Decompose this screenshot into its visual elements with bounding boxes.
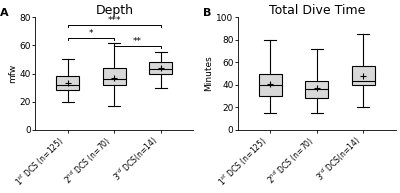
- PathPatch shape: [305, 81, 328, 98]
- PathPatch shape: [149, 62, 172, 74]
- Text: ***: ***: [108, 16, 121, 25]
- Y-axis label: mfw: mfw: [8, 64, 17, 83]
- Title: Depth: Depth: [95, 4, 133, 17]
- Text: A: A: [0, 8, 9, 18]
- Title: Total Dive Time: Total Dive Time: [268, 4, 365, 17]
- PathPatch shape: [103, 68, 126, 85]
- PathPatch shape: [258, 74, 282, 96]
- Y-axis label: Minutes: Minutes: [204, 56, 214, 91]
- Text: *: *: [89, 29, 93, 38]
- PathPatch shape: [352, 66, 375, 85]
- Text: B: B: [203, 8, 211, 18]
- PathPatch shape: [56, 76, 79, 91]
- Text: **: **: [133, 37, 142, 46]
